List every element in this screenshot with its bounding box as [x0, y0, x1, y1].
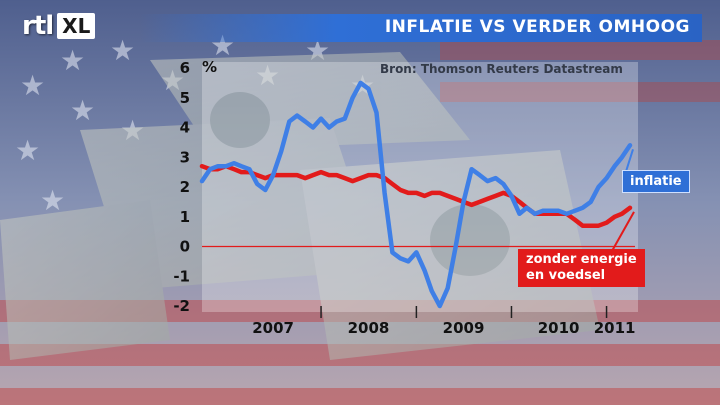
source-label: Bron: Thomson Reuters Datastream: [380, 62, 623, 76]
svg-text:★: ★: [20, 69, 45, 102]
legend-text-kern-line2: en voedsel: [526, 268, 606, 283]
y-tick-label: 2: [180, 178, 190, 196]
y-tick-labels: 6 5 4 3 2 1 0 -1 -2: [173, 59, 190, 315]
rtl-xl-logo: rtl XL: [22, 10, 96, 42]
y-tick-label: 6: [180, 59, 190, 77]
legend-label-inflatie: inflatie: [622, 170, 690, 193]
svg-text:★: ★: [70, 94, 95, 127]
legend-text-inflatie: inflatie: [630, 174, 682, 189]
logo-xl-text: XL: [57, 13, 96, 39]
x-tick-label: 2010: [538, 319, 580, 337]
y-tick-label: -1: [173, 267, 190, 285]
y-tick-label: 5: [180, 89, 190, 107]
svg-text:★: ★: [15, 134, 40, 167]
y-tick-label: 0: [180, 238, 190, 256]
y-tick-label: 3: [180, 148, 190, 166]
x-tick-label: 2008: [348, 319, 390, 337]
x-tick-labels: 2007 2008 2009 2010 2011: [252, 319, 635, 337]
title-bar: INFLATIE VS VERDER OMHOOG: [140, 14, 702, 42]
y-tick-label: 4: [180, 119, 190, 137]
x-tick-label: 2009: [443, 319, 485, 337]
legend-text-kern-line1: zonder energie: [526, 252, 637, 267]
logo-rtl-text: rtl: [22, 11, 54, 41]
svg-text:★: ★: [40, 184, 65, 217]
label-pointer-kern: [611, 211, 635, 252]
y-unit-label: %: [202, 58, 217, 76]
x-tick-label: 2011: [594, 319, 636, 337]
svg-text:★: ★: [110, 34, 135, 67]
y-tick-label: -2: [173, 297, 190, 315]
series-line-inflatie: [199, 80, 633, 309]
x-tick-marks: [320, 306, 608, 318]
legend-label-kern: zonder energie en voedsel: [518, 249, 645, 287]
svg-text:★: ★: [60, 44, 85, 77]
x-tick-label: 2007: [252, 319, 294, 337]
y-tick-label: 1: [180, 208, 190, 226]
series-lines: [199, 80, 633, 309]
chart-title: INFLATIE VS VERDER OMHOOG: [384, 17, 690, 37]
